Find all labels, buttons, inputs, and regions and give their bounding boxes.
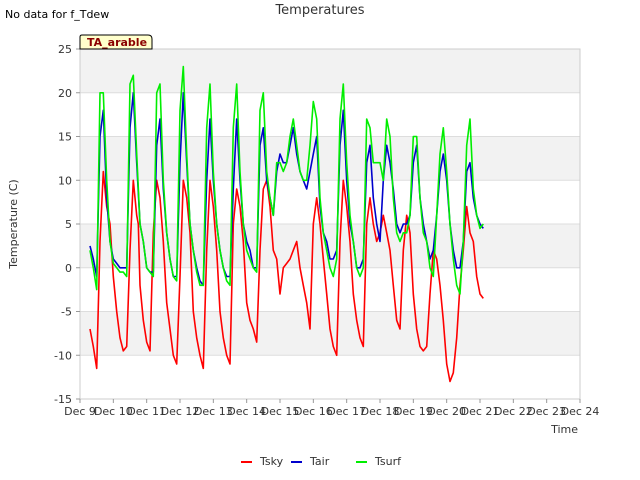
legend-label-tair: Tair [309, 455, 330, 468]
plot-band [80, 267, 580, 312]
y-tick-label: 15 [58, 131, 72, 144]
x-tick-label: Dec 24 [561, 405, 600, 418]
y-tick-label: -15 [54, 393, 72, 406]
plot-background [80, 49, 580, 399]
legend-label-tsurf: Tsurf [374, 455, 402, 468]
y-tick-label: -10 [54, 349, 72, 362]
plot-band [80, 92, 580, 137]
x-tick-label: Dec 18 [361, 405, 400, 418]
no-data-note: No data for f_Tdew [5, 8, 109, 21]
series-line-tsky [89, 170, 484, 383]
x-tick-label: Dec 16 [294, 405, 333, 418]
x-axis-label: Time [550, 423, 578, 436]
y-axis-label: Temperature (C) [7, 179, 20, 269]
x-tick-label: Dec 10 [94, 405, 133, 418]
x-tick-label: Dec 20 [427, 405, 466, 418]
x-tick-label: Dec 15 [261, 405, 300, 418]
x-tick-label: Dec 9 [64, 405, 96, 418]
ta-arable-tag: TA_arable [79, 34, 153, 50]
chart-title: Temperatures [274, 3, 364, 18]
y-axis-ticks: -15 -10 -5 0 5 10 15 20 25 [54, 43, 80, 406]
x-tick-label: Dec 17 [327, 405, 366, 418]
x-tick-label: Dec 21 [461, 405, 500, 418]
x-tick-label: Dec 23 [527, 405, 566, 418]
y-tick-label: -5 [61, 306, 72, 319]
plot-band [80, 49, 580, 93]
series-layer [89, 65, 484, 383]
y-tick-label: 0 [65, 262, 72, 275]
x-tick-label: Dec 13 [194, 405, 233, 418]
y-tick-label: 20 [58, 87, 72, 100]
x-tick-label: Dec 11 [127, 405, 166, 418]
y-tick-label: 10 [58, 174, 72, 187]
plot-band [80, 311, 580, 356]
x-tick-label: Dec 12 [161, 405, 200, 418]
y-tick-label: 5 [65, 218, 72, 231]
plot-band [80, 355, 580, 399]
legend: Tsky Tair Tsurf [241, 455, 402, 468]
x-tick-label: Dec 14 [227, 405, 266, 418]
series-line-tsurf [89, 65, 484, 295]
x-tick-label: Dec 19 [394, 405, 433, 418]
ta-arable-tag-label: TA_arable [87, 36, 147, 49]
y-tick-label: 25 [58, 43, 72, 56]
x-tick-label: Dec 22 [494, 405, 533, 418]
legend-label-tsky: Tsky [259, 455, 284, 468]
